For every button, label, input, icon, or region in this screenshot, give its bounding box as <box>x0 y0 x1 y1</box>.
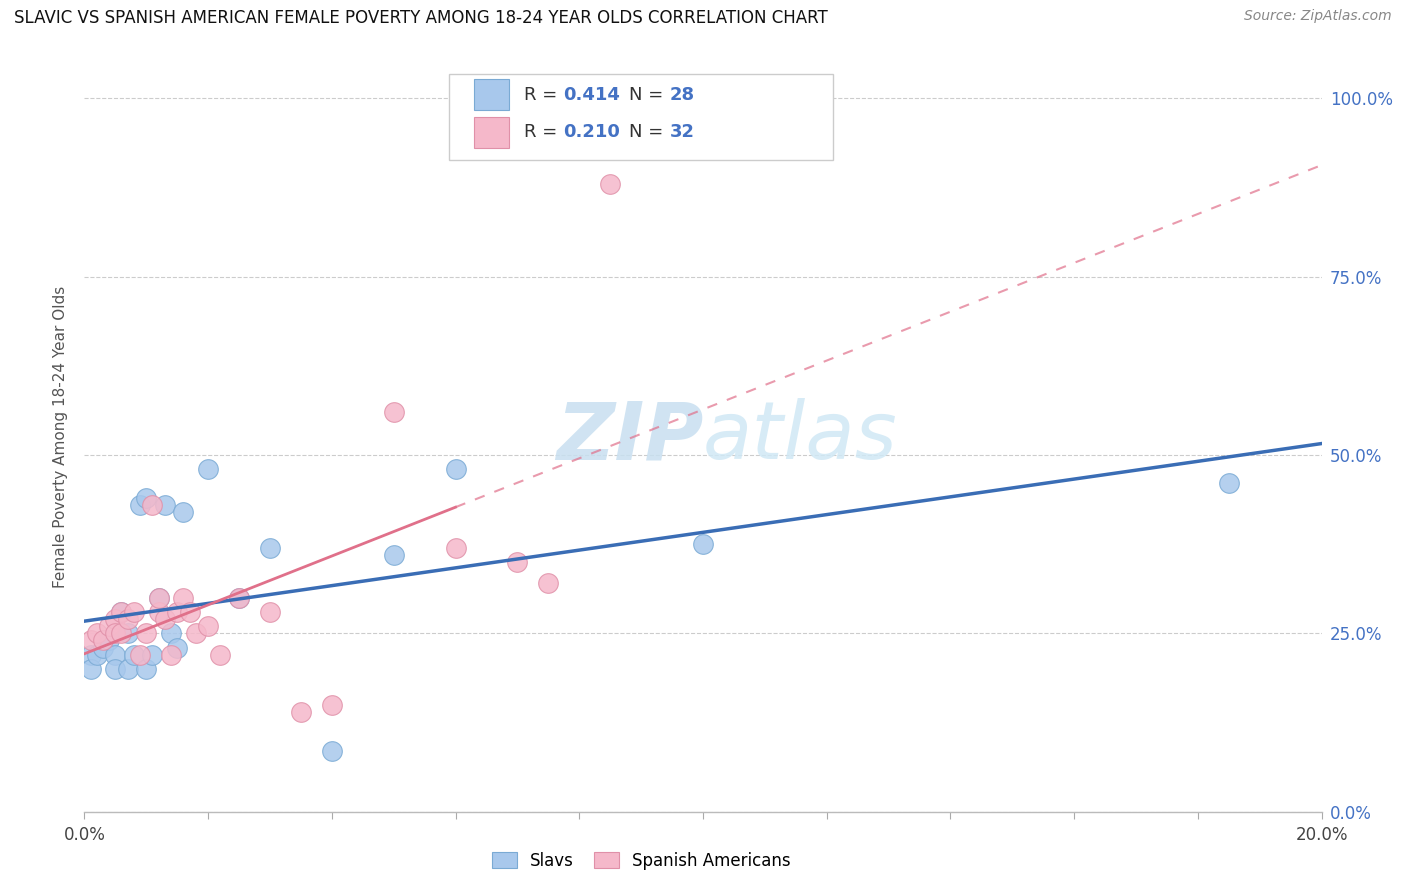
Point <box>259 605 281 619</box>
Point <box>444 462 467 476</box>
Text: ZIP: ZIP <box>555 398 703 476</box>
Point <box>104 626 127 640</box>
FancyBboxPatch shape <box>474 117 509 148</box>
Point <box>104 662 127 676</box>
Point <box>228 591 250 605</box>
Point <box>321 744 343 758</box>
Point <box>86 626 108 640</box>
Point <box>599 177 621 191</box>
Point <box>104 612 127 626</box>
Point <box>117 662 139 676</box>
Legend: Slavs, Spanish Americans: Slavs, Spanish Americans <box>484 844 799 879</box>
Text: 32: 32 <box>669 123 695 142</box>
Text: 0.414: 0.414 <box>564 86 620 103</box>
Point <box>79 633 101 648</box>
Point <box>135 626 157 640</box>
Point <box>228 591 250 605</box>
Point <box>122 648 145 662</box>
Point <box>129 648 152 662</box>
Point <box>1218 476 1240 491</box>
Point <box>172 505 194 519</box>
Point <box>91 640 114 655</box>
Point <box>110 605 132 619</box>
Point <box>91 633 114 648</box>
Point <box>110 605 132 619</box>
Point <box>129 498 152 512</box>
Point <box>79 648 101 662</box>
Point <box>135 491 157 505</box>
Text: atlas: atlas <box>703 398 898 476</box>
Point <box>259 541 281 555</box>
Point <box>197 619 219 633</box>
Text: N =: N = <box>628 123 669 142</box>
Point <box>184 626 207 640</box>
Point <box>104 648 127 662</box>
Point <box>444 541 467 555</box>
Text: R =: R = <box>523 86 562 103</box>
Point <box>321 698 343 712</box>
Point <box>290 705 312 719</box>
Point <box>135 662 157 676</box>
Point <box>166 605 188 619</box>
Point <box>98 619 121 633</box>
Point <box>86 648 108 662</box>
Point <box>166 640 188 655</box>
Point <box>148 591 170 605</box>
Point <box>172 591 194 605</box>
Text: SLAVIC VS SPANISH AMERICAN FEMALE POVERTY AMONG 18-24 YEAR OLDS CORRELATION CHAR: SLAVIC VS SPANISH AMERICAN FEMALE POVERT… <box>14 9 828 27</box>
Text: Source: ZipAtlas.com: Source: ZipAtlas.com <box>1244 9 1392 23</box>
Point <box>153 498 176 512</box>
Point <box>117 612 139 626</box>
Point <box>117 626 139 640</box>
Point <box>692 537 714 551</box>
Point <box>382 405 405 419</box>
Point <box>506 555 529 569</box>
Point <box>148 605 170 619</box>
Y-axis label: Female Poverty Among 18-24 Year Olds: Female Poverty Among 18-24 Year Olds <box>53 286 69 588</box>
Point <box>110 626 132 640</box>
Point <box>148 591 170 605</box>
Point <box>79 662 101 676</box>
Text: 0.210: 0.210 <box>564 123 620 142</box>
FancyBboxPatch shape <box>474 79 509 111</box>
Point <box>141 498 163 512</box>
Text: N =: N = <box>628 86 669 103</box>
Text: R =: R = <box>523 123 562 142</box>
Point <box>382 548 405 562</box>
Point <box>160 648 183 662</box>
Point <box>141 648 163 662</box>
Point <box>197 462 219 476</box>
Point <box>179 605 201 619</box>
Point <box>98 633 121 648</box>
Point <box>122 605 145 619</box>
Point <box>153 612 176 626</box>
Point <box>160 626 183 640</box>
Text: 28: 28 <box>669 86 695 103</box>
Point <box>209 648 232 662</box>
Point <box>537 576 560 591</box>
FancyBboxPatch shape <box>450 74 832 160</box>
